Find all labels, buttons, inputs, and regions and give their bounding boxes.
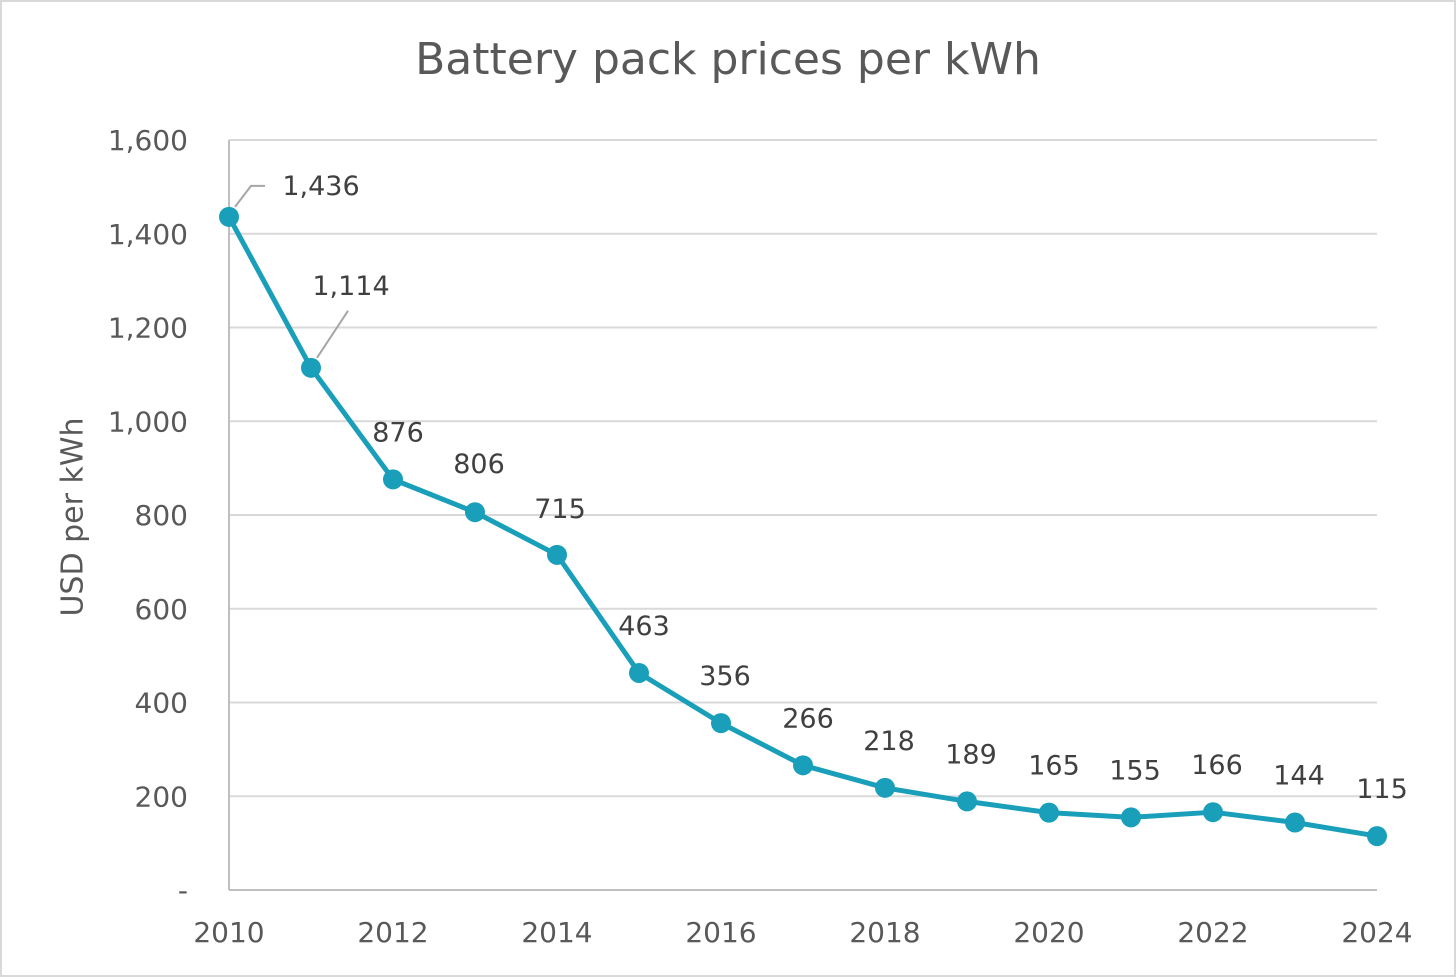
data-point [1285, 812, 1305, 833]
data-point [1203, 802, 1223, 823]
y-tick-labels: - 200 400 600 800 1,000 1,200 1,400 1,600 [108, 124, 188, 907]
data-point [793, 755, 813, 776]
x-tick-label: 2022 [1177, 916, 1248, 949]
series-line [226, 214, 1380, 839]
data-labels: 1,436 1,114 876 806 715 463 356 266 218 189 165 155… [282, 171, 1407, 805]
x-tick-label: 2018 [849, 916, 920, 949]
y-tick-label: 200 [135, 780, 188, 813]
data-label: 166 [1191, 750, 1243, 781]
gridlines [229, 139, 1377, 798]
leader-lines [234, 184, 349, 359]
data-point [875, 777, 895, 798]
x-tick-labels: 2010 2012 2014 2016 2018 2020 2022 2024 [193, 916, 1412, 949]
data-label: 876 [372, 417, 424, 448]
y-tick-label: - [178, 874, 188, 907]
data-label: 266 [782, 703, 834, 734]
data-point [1039, 802, 1059, 823]
leader-line [234, 184, 265, 208]
x-tick-label: 2014 [521, 916, 592, 949]
data-label: 1,436 [282, 171, 359, 202]
data-label: 715 [534, 494, 586, 525]
data-point [711, 713, 731, 734]
data-points [219, 206, 1387, 847]
x-tick-label: 2024 [1341, 916, 1412, 949]
data-label: 165 [1028, 751, 1080, 782]
data-label: 356 [699, 661, 751, 692]
data-point [629, 662, 649, 683]
data-point [957, 791, 977, 812]
y-tick-label: 1,200 [108, 312, 188, 345]
x-tick-label: 2020 [1013, 916, 1084, 949]
data-label: 155 [1109, 755, 1161, 786]
y-tick-label: 1,400 [108, 218, 188, 251]
data-point [301, 357, 321, 378]
x-tick-label: 2016 [685, 916, 756, 949]
data-label: 189 [945, 739, 997, 770]
y-tick-label: 600 [135, 593, 188, 626]
data-label: 144 [1273, 761, 1325, 792]
data-point [465, 502, 485, 523]
series-line-group [226, 214, 1380, 839]
y-tick-label: 1,600 [108, 124, 188, 157]
x-tick-label: 2010 [193, 916, 264, 949]
data-label: 115 [1356, 774, 1408, 805]
y-tick-label: 400 [135, 687, 188, 720]
chart-title: Battery pack prices per kWh [415, 34, 1041, 85]
axes [228, 140, 1377, 891]
y-tick-label: 800 [135, 499, 188, 532]
leader-line [316, 310, 349, 359]
x-tick-label: 2012 [357, 916, 428, 949]
data-label: 1,114 [312, 271, 389, 302]
data-point [219, 206, 239, 227]
data-point [547, 544, 567, 565]
data-label: 463 [618, 611, 670, 642]
data-point [1367, 826, 1387, 847]
data-label: 806 [453, 449, 505, 480]
y-tick-label: 1,000 [108, 405, 188, 438]
data-point [1121, 807, 1141, 828]
data-label: 218 [863, 726, 915, 757]
data-point [383, 469, 403, 490]
